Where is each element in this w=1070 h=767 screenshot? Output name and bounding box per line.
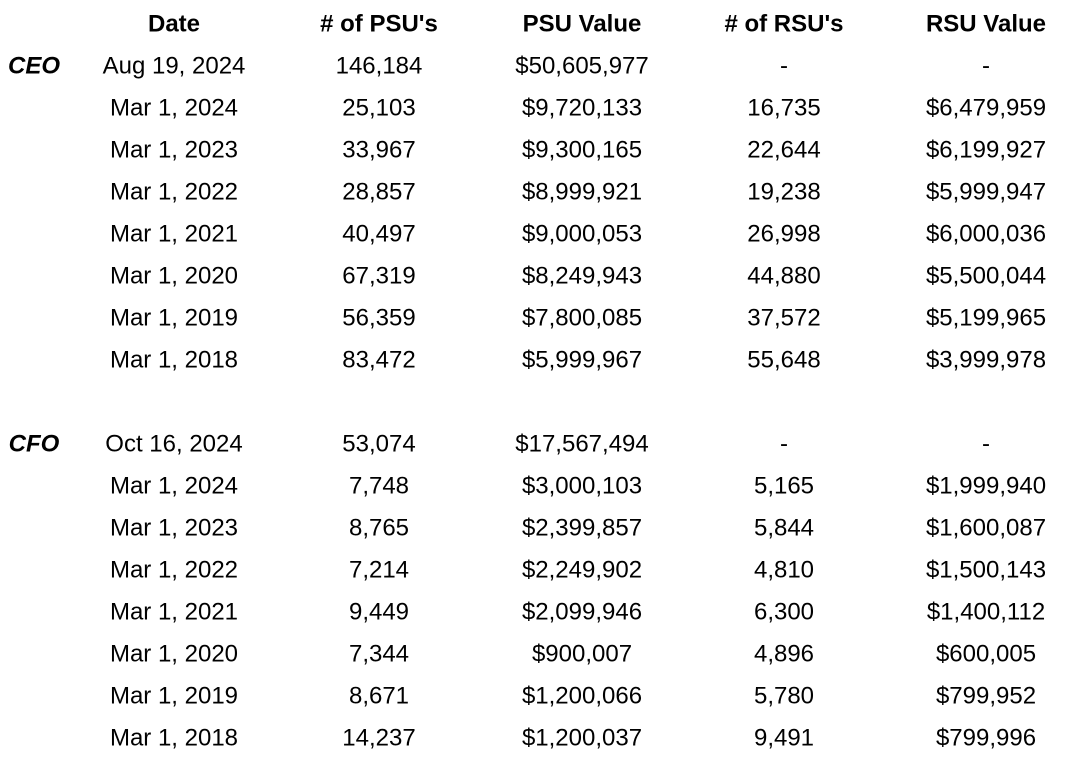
column-header: RSU Value: [926, 10, 1046, 37]
table-cell: Mar 1, 2018: [110, 724, 238, 751]
table-cell: 4,896: [754, 640, 814, 667]
table-cell: $3,000,103: [522, 472, 642, 499]
table-cell: $5,999,947: [926, 178, 1046, 205]
table-cell: 55,648: [747, 346, 820, 373]
table-cell: $9,300,165: [522, 136, 642, 163]
table-cell: Mar 1, 2022: [110, 178, 238, 205]
table-cell: Mar 1, 2022: [110, 556, 238, 583]
table-cell: $1,500,143: [926, 556, 1046, 583]
table-cell: $7,800,085: [522, 304, 642, 331]
table-cell: 8,671: [349, 682, 409, 709]
table-cell: Mar 1, 2019: [110, 304, 238, 331]
table-cell: $3,999,978: [926, 346, 1046, 373]
table-cell: Mar 1, 2024: [110, 472, 238, 499]
table-cell: $1,200,066: [522, 682, 642, 709]
table-cell: $5,999,967: [522, 346, 642, 373]
table-cell: $900,007: [532, 640, 632, 667]
table-cell: $2,399,857: [522, 514, 642, 541]
table-cell: $50,605,977: [515, 52, 648, 79]
table-cell: 7,214: [349, 556, 409, 583]
table-cell: $17,567,494: [515, 430, 648, 457]
table-cell: -: [982, 430, 990, 457]
table-cell: 19,238: [747, 178, 820, 205]
table-cell: $8,999,921: [522, 178, 642, 205]
table-cell: 44,880: [747, 262, 820, 289]
table-cell: Aug 19, 2024: [103, 52, 246, 79]
column-header: # of PSU's: [320, 10, 438, 37]
table-cell: $1,600,087: [926, 514, 1046, 541]
table-cell: 14,237: [342, 724, 415, 751]
table-cell: $6,199,927: [926, 136, 1046, 163]
table-cell: Mar 1, 2018: [110, 346, 238, 373]
table-cell: $5,199,965: [926, 304, 1046, 331]
table-cell: 22,644: [747, 136, 820, 163]
table-cell: $1,200,037: [522, 724, 642, 751]
table-cell: 56,359: [342, 304, 415, 331]
table-cell: 25,103: [342, 94, 415, 121]
table-cell: $799,952: [936, 682, 1036, 709]
table-cell: -: [982, 52, 990, 79]
table-cell: $600,005: [936, 640, 1036, 667]
role-label: CEO: [8, 52, 60, 79]
column-header: PSU Value: [523, 10, 642, 37]
table-cell: 53,074: [342, 430, 415, 457]
column-header: Date: [148, 10, 200, 37]
table-cell: -: [780, 430, 788, 457]
table-cell: $1,999,940: [926, 472, 1046, 499]
table-cell: Mar 1, 2023: [110, 514, 238, 541]
table-cell: $6,479,959: [926, 94, 1046, 121]
table-cell: 7,748: [349, 472, 409, 499]
table-cell: 6,300: [754, 598, 814, 625]
table-cell: $799,996: [936, 724, 1036, 751]
table-cell: Mar 1, 2020: [110, 640, 238, 667]
table-cell: Mar 1, 2024: [110, 94, 238, 121]
table-cell: 28,857: [342, 178, 415, 205]
table-cell: 5,844: [754, 514, 814, 541]
table-cell: $5,500,044: [926, 262, 1046, 289]
table-cell: 7,344: [349, 640, 409, 667]
table-cell: $9,720,133: [522, 94, 642, 121]
table-cell: $8,249,943: [522, 262, 642, 289]
table-cell: $1,400,112: [927, 598, 1045, 625]
table-cell: $6,000,036: [926, 220, 1046, 247]
table-cell: 4,810: [754, 556, 814, 583]
table-cell: $2,249,902: [522, 556, 642, 583]
table-cell: -: [780, 52, 788, 79]
table-cell: 8,765: [349, 514, 409, 541]
table-cell: Mar 1, 2021: [110, 220, 238, 247]
table-cell: 37,572: [747, 304, 820, 331]
table-cell: 146,184: [336, 52, 423, 79]
table-cell: 5,780: [754, 682, 814, 709]
table-cell: Mar 1, 2020: [110, 262, 238, 289]
table-cell: 67,319: [342, 262, 415, 289]
table-cell: Mar 1, 2023: [110, 136, 238, 163]
table-cell: Mar 1, 2021: [110, 598, 238, 625]
table-cell: 5,165: [754, 472, 814, 499]
table-cell: 9,449: [349, 598, 409, 625]
table-cell: $9,000,053: [522, 220, 642, 247]
table-cell: 9,491: [754, 724, 814, 751]
table-cell: Oct 16, 2024: [105, 430, 242, 457]
table-cell: 40,497: [342, 220, 415, 247]
table-cell: $2,099,946: [522, 598, 642, 625]
table-cell: Mar 1, 2019: [110, 682, 238, 709]
table-cell: 83,472: [342, 346, 415, 373]
table-cell: 16,735: [747, 94, 820, 121]
table-cell: 26,998: [747, 220, 820, 247]
column-header: # of RSU's: [724, 10, 843, 37]
role-label: CFO: [9, 430, 60, 457]
table-cell: 33,967: [342, 136, 415, 163]
